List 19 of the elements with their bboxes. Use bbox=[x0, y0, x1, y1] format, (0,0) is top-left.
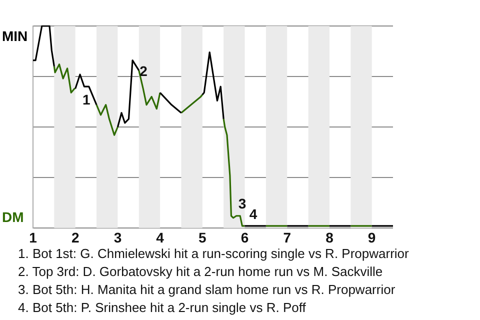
text: 4. Bot 5th: P. Srinshee hit a 2-run single vs R. Poff bbox=[18, 299, 307, 317]
x-tick-label: 7 bbox=[283, 229, 292, 246]
annotation: 1 bbox=[82, 91, 90, 108]
x-tick-label: 2 bbox=[71, 229, 80, 246]
x-tick-label: 3 bbox=[114, 229, 122, 246]
annotation: 4 bbox=[249, 206, 258, 222]
text: 3. Bot 5th: H. Manita hit a grand slam home run vs R. Propwarrior bbox=[18, 281, 396, 299]
x-tick-label: 1 bbox=[29, 229, 38, 246]
x-tick-label: 5 bbox=[198, 229, 207, 246]
text: 1. Bot 1st: G. Chmielewski hit a run-scoring single vs R. Propwarrior bbox=[18, 245, 409, 263]
text: MIN bbox=[2, 28, 28, 44]
text: 2. Top 3rd: D. Gorbatovsky hit a 2-run home run vs M. Sackville bbox=[18, 263, 384, 281]
annotation: 2 bbox=[140, 63, 148, 80]
x-tick-label: 9 bbox=[368, 229, 376, 246]
annotation: 3 bbox=[238, 196, 246, 212]
x-tick-label: 4 bbox=[156, 229, 164, 246]
x-tick-label: 6 bbox=[240, 229, 249, 246]
x-tick-label: 8 bbox=[326, 229, 334, 246]
text: DM bbox=[2, 209, 24, 225]
